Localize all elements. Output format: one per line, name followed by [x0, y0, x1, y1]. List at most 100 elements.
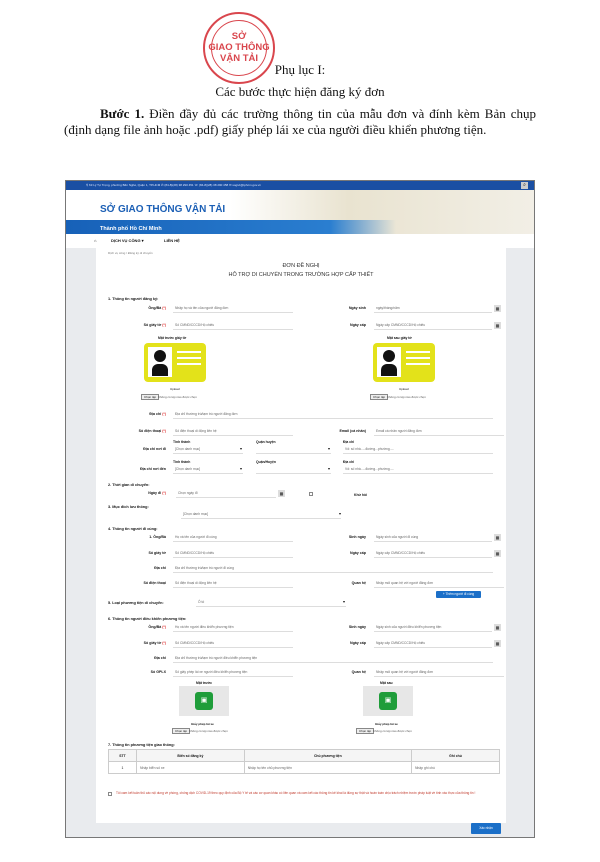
- table-cell: 1: [108, 761, 137, 774]
- origin-address-district-select[interactable]: [256, 446, 331, 454]
- companion-id-input[interactable]: Số CMND/CCCD/Hộ chiếu: [173, 550, 293, 558]
- destination-address-district-label: Quận/Huyện: [256, 460, 276, 464]
- round-trip-label: Khứ hồi: [354, 493, 368, 497]
- license-front-doc-label: Giấy phép lái xe: [191, 722, 214, 726]
- applicant-issue-date-input[interactable]: Ngày cấp CMND/CCCD/Hộ chiếu: [374, 322, 492, 330]
- commitment-text: Tôi cam kết tuân thủ các nội dung về phò…: [116, 791, 476, 795]
- applicant-issue-date-calendar-icon[interactable]: ▦: [494, 322, 501, 329]
- applicant-address-input[interactable]: Địa chỉ thường trú/tạm trú người đăng đơ…: [173, 411, 493, 419]
- applicant-id-label: Số giấy tờ (*): [143, 323, 166, 327]
- form-title: ĐƠN ĐỀ NGHỊ: [282, 263, 320, 269]
- column-header: Biển số đăng ký: [136, 749, 245, 762]
- license-front-file-status: Không có tệp nào được chọn: [189, 729, 228, 733]
- companion-issue-date-calendar-icon[interactable]: ▦: [494, 550, 501, 557]
- applicant-email-label: Email (cá nhân): [339, 429, 366, 433]
- origin-address-district-label: Quận huyện: [256, 440, 276, 444]
- companion-dob-label: Sinh ngày: [348, 535, 366, 539]
- step-paragraph: Bước 1. Điền đầy đủ các trường thông tin…: [64, 106, 536, 137]
- vehicle-chevron-down-icon: ▾: [343, 599, 346, 604]
- submit-button[interactable]: Xác nhận: [471, 823, 501, 834]
- front-id-card-image: [144, 343, 206, 382]
- applicant-issue-date-label: Ngày cấp: [350, 323, 366, 327]
- destination-address-province-select[interactable]: [Chọn danh mục]: [173, 466, 243, 474]
- nav-public-services[interactable]: DỊCH VỤ CÔNG ▾: [111, 238, 144, 243]
- destination-address-district-select[interactable]: [256, 466, 331, 474]
- companion-dob-calendar-icon[interactable]: ▦: [494, 534, 501, 541]
- companion-phone-input[interactable]: Số điện thoại di động liên hệ: [173, 580, 293, 588]
- driver-name-label: Ông/Bà (*): [148, 625, 166, 629]
- companion-issue-date-input[interactable]: Ngày cấp CMND/CCCD/Hộ chiếu: [374, 550, 492, 558]
- license-back-choose-file-button[interactable]: Chọn tệp: [356, 728, 375, 734]
- driver-dob-calendar-icon[interactable]: ▦: [494, 624, 501, 631]
- section-6-heading: 6. Thông tin người điều khiển phương tiệ…: [108, 617, 187, 621]
- applicant-dob-label: Ngày sinh: [348, 306, 366, 310]
- appendix-title: Phụ lục I:: [274, 62, 326, 77]
- table-cell[interactable]: Nhập biển số xe: [136, 761, 245, 774]
- driver-relationship-input[interactable]: Nhập mối quan hệ với người đăng đơn: [374, 669, 504, 677]
- search-icon[interactable]: ⌕: [521, 182, 528, 189]
- applicant-email-input[interactable]: Email cá nhân người đăng đơn: [374, 428, 504, 436]
- official-seal: SỞ GIAO THÔNG VẬN TẢI: [203, 12, 275, 84]
- companion-relationship-input[interactable]: Nhập mối quan hệ với người đăng đơn: [374, 580, 504, 588]
- breadcrumb: Dịch vụ công / Đăng ký di chuyển: [108, 251, 153, 255]
- image-icon: ▣: [195, 692, 213, 710]
- person-icon: [383, 350, 395, 362]
- image-icon: ▣: [379, 692, 397, 710]
- front-id-file-status: Không có tệp nào được chọn: [158, 395, 197, 399]
- section-4-heading: 4. Thông tin người đi cùng:: [108, 527, 158, 531]
- purpose-chevron-down-icon: ▾: [339, 511, 342, 516]
- companion-dob-input[interactable]: Ngày sinh của người đi cùng: [374, 534, 492, 542]
- origin-address-street-input[interactable]: Vd: số nhà.....đường...phường.....: [343, 446, 493, 454]
- companion-address-input[interactable]: Địa chỉ thường trú/tạm trú người đi cùng: [173, 565, 493, 573]
- license-back-label: Mặt sau: [380, 681, 393, 685]
- driver-id-label: Số giấy tờ (*): [143, 641, 166, 645]
- driver-issue-date-input[interactable]: Ngày cấp CMND/CCCD/Hộ chiếu: [374, 640, 492, 648]
- purpose-select[interactable]: [Chọn danh mục]: [181, 511, 341, 519]
- nav-contact[interactable]: LIÊN HỆ: [164, 238, 180, 243]
- driver-dob-input[interactable]: Ngày sinh của người điều khiển phương ti…: [374, 624, 492, 632]
- applicant-phone-input[interactable]: Số điện thoại di động liên hệ: [173, 428, 293, 436]
- table-cell[interactable]: Nhập ghi chú: [410, 761, 501, 774]
- destination-address-chevron-down-icon: ▾: [328, 466, 331, 471]
- origin-address-label: Địa chỉ nơi đi: [143, 447, 166, 451]
- table-header: STT Biển số đăng ký Chủ phương tiện Ghi chú: [108, 749, 501, 762]
- driver-issue-date-calendar-icon[interactable]: ▦: [494, 640, 501, 647]
- vehicle-type-select[interactable]: Ô tô: [196, 599, 346, 607]
- applicant-phone-label: Số điện thoại (*): [138, 429, 166, 433]
- applicant-dob-calendar-icon[interactable]: ▦: [494, 305, 501, 312]
- add-companion-button[interactable]: + Thêm người đi cùng: [436, 591, 481, 598]
- license-front-label: Mặt trước: [196, 681, 212, 685]
- destination-address-label: Địa chỉ nơi đến: [140, 467, 166, 471]
- back-id-choose-file-button[interactable]: Chọn tệp: [370, 394, 389, 400]
- section-1-heading: 1. Thông tin người đăng ký:: [108, 297, 159, 301]
- applicant-id-input[interactable]: Số CMND/CCCD/Hộ chiếu: [173, 322, 293, 330]
- applicant-dob-input[interactable]: ngày/tháng/năm: [374, 305, 492, 313]
- license-front-choose-file-button[interactable]: Chọn tệp: [172, 728, 191, 734]
- travel-date-input[interactable]: Chọn ngày đi: [176, 490, 276, 498]
- home-icon[interactable]: ⌂: [94, 238, 97, 243]
- driver-license-input[interactable]: Số giấy phép lái xe người điều khiển phư…: [173, 669, 293, 677]
- driver-id-input[interactable]: Số CMND/CCCD/Hộ chiếu: [173, 640, 293, 648]
- driver-name-input[interactable]: Họ và tên người điều khiển phương tiện: [173, 624, 293, 632]
- destination-address-street-input[interactable]: Vd: số nhà.....đường...phường.....: [343, 466, 493, 474]
- origin-address-province-label: Tỉnh thành: [173, 440, 191, 444]
- travel-date-calendar-icon[interactable]: ▦: [278, 490, 285, 497]
- applicant-name-input[interactable]: Nhập họ và tên của người đăng đơn: [173, 305, 293, 313]
- origin-address-street-label: Địa chỉ: [343, 440, 355, 444]
- commitment-checkbox[interactable]: [108, 792, 112, 796]
- driver-dob-label: Sinh ngày: [348, 625, 366, 629]
- driver-address-input[interactable]: Địa chỉ thường trú/tạm trú người điều kh…: [173, 655, 493, 663]
- back-id-upload-label[interactable]: Upload: [399, 387, 409, 391]
- section-7-heading: 7. Thông tin phương tiện giao thông:: [108, 743, 175, 747]
- appendix-subtitle: Các bước thực hiện đăng ký đơn: [215, 84, 385, 99]
- companion-name-input[interactable]: Họ và tên của người đi cùng: [173, 534, 293, 542]
- back-id-label: Mặt sau giấy tờ: [387, 336, 412, 340]
- front-id-upload-label[interactable]: Upload: [170, 387, 180, 391]
- origin-address-chevron-down-icon: ▾: [328, 446, 331, 451]
- origin-address-province-select[interactable]: [Chọn danh mục]: [173, 446, 243, 454]
- front-id-choose-file-button[interactable]: Chọn tệp: [141, 394, 160, 400]
- table-cell[interactable]: Nhập họ tên chủ phương tiện: [243, 761, 412, 774]
- license-back-doc-label: Giấy phép lái xe: [375, 722, 398, 726]
- round-trip-checkbox[interactable]: [309, 492, 313, 496]
- form-subtitle: HỖ TRỢ DI CHUYỂN TRONG TRƯỜNG HỢP CẤP TH…: [228, 272, 374, 278]
